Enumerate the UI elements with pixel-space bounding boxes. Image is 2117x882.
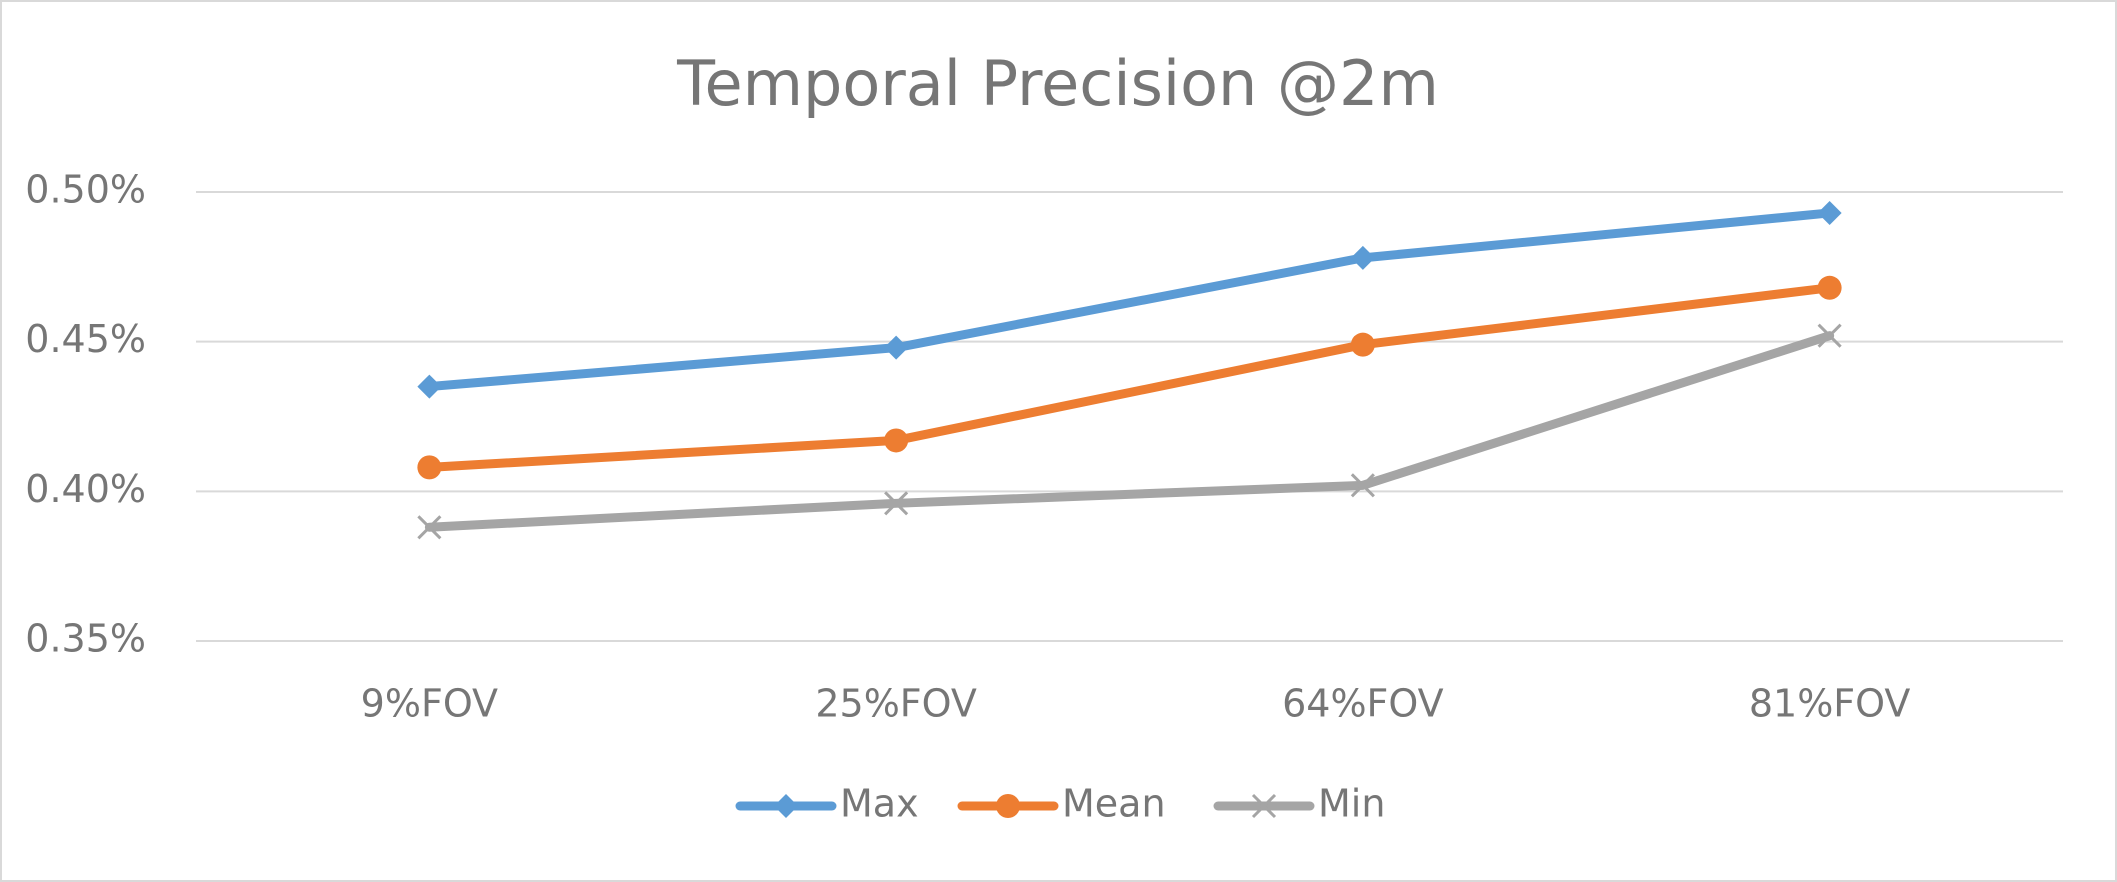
- data-point: [884, 335, 909, 360]
- series-line: [424, 208, 1835, 392]
- legend-marker: [774, 794, 798, 818]
- series-line: [424, 331, 1835, 532]
- data-point: [884, 428, 909, 453]
- legend-label: Mean: [1062, 782, 1166, 826]
- legend-label: Min: [1318, 782, 1385, 826]
- y-tick-label: 0.40%: [25, 467, 146, 511]
- data-point: [1350, 473, 1375, 498]
- x-tick-label: 25%FOV: [815, 682, 977, 726]
- series-line: [424, 283, 1835, 472]
- y-tick-label: 0.45%: [25, 317, 146, 361]
- data-point: [1350, 245, 1375, 270]
- legend-label: Max: [840, 782, 919, 826]
- data-point: [417, 374, 442, 399]
- legend-marker: [1251, 793, 1277, 819]
- x-tick-label: 81%FOV: [1749, 682, 1911, 726]
- data-point: [417, 515, 442, 540]
- data-point: [417, 455, 442, 480]
- data-point: [884, 491, 909, 516]
- y-tick-label: 0.50%: [25, 168, 146, 212]
- data-point: [1817, 275, 1842, 300]
- data-point: [1350, 332, 1375, 357]
- x-tick-label: 64%FOV: [1282, 682, 1444, 726]
- chart-title: Temporal Precision @2m: [676, 47, 1439, 120]
- x-tick-label: 9%FOV: [361, 682, 498, 726]
- legend-marker: [996, 794, 1020, 818]
- y-tick-label: 0.35%: [25, 617, 146, 661]
- data-point: [1817, 323, 1842, 348]
- data-point: [1817, 200, 1842, 225]
